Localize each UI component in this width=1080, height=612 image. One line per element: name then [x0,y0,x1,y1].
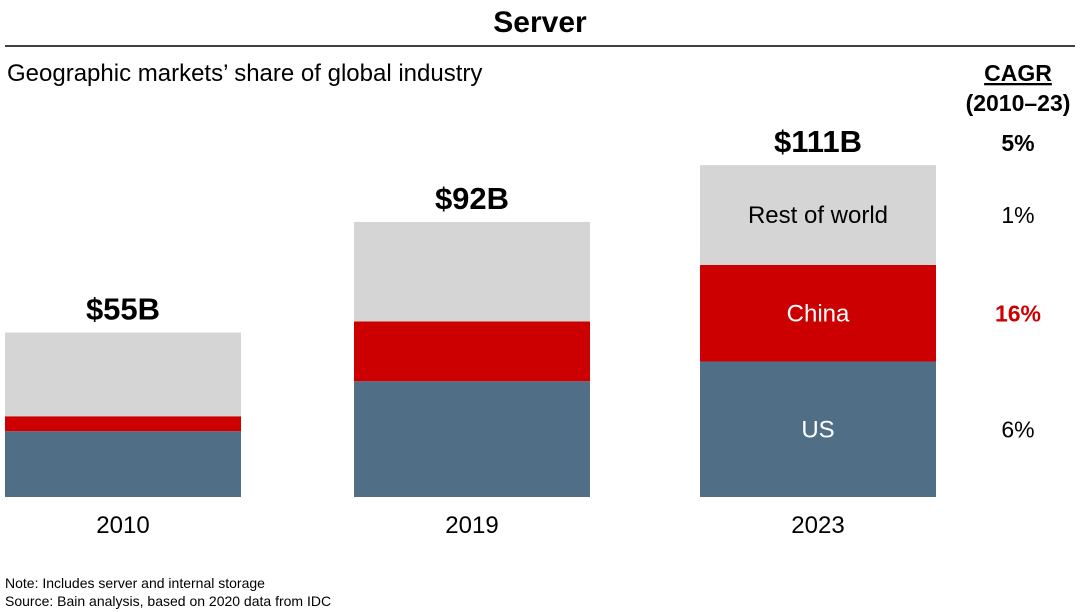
bar-total-label: $111B [774,124,862,159]
chart-subtitle: Geographic markets’ share of global indu… [7,60,482,87]
bar-segment-rest-of-world-2010 [5,332,241,417]
bar-segment-us-2010 [5,431,241,497]
bar-segment-rest-of-world-2023 [700,165,936,265]
bar-segment-china-2023 [700,264,936,362]
cagr-value: 16% [995,300,1041,326]
cagr-header: CAGR [984,60,1052,86]
x-tick-label: 2010 [96,512,149,539]
bar-segment-china-2019 [354,321,590,382]
bar-segment-us-2019 [354,381,590,497]
note-text: Note: Includes server and internal stora… [5,575,265,591]
x-tick-label: 2019 [445,512,498,539]
cagr-total: 5% [1001,130,1034,156]
bar-segment-rest-of-world-2019 [354,221,590,322]
bar-total-label: $55B [86,292,160,327]
cagr-value: 1% [1001,202,1034,228]
bar-total-label: $92B [435,181,509,216]
cagr-period: (2010–23) [966,90,1071,116]
x-tick-label: 2023 [791,512,844,539]
cagr-value: 6% [1001,416,1034,442]
segment-label: Rest of world [748,202,888,229]
segment-label: China [787,300,850,327]
source-text: Source: Bain analysis, based on 2020 dat… [5,593,331,609]
bar-segment-us-2023 [700,361,936,497]
segment-label: US [801,416,834,443]
chart-title: Server [493,6,587,39]
bar-segment-china-2010 [5,416,241,432]
